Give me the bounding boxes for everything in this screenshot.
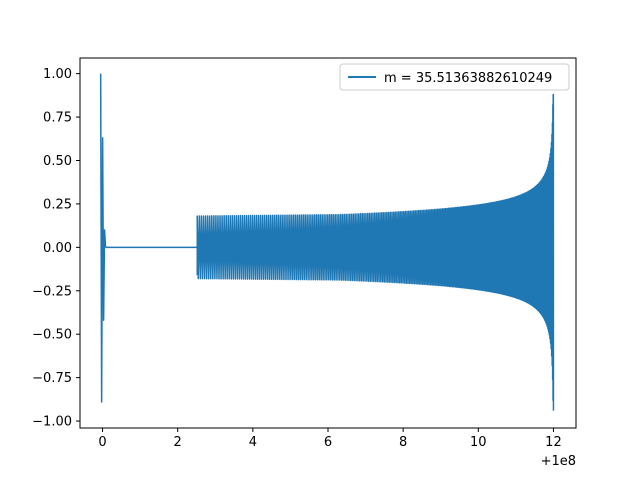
y-tick-label: 0.00: [43, 241, 72, 256]
y-tick-label: −0.25: [32, 284, 72, 299]
x-tick-label: 6: [324, 435, 332, 450]
y-tick-label: −0.75: [32, 371, 72, 386]
y-tick-label: 0.75: [43, 111, 72, 126]
y-tick-label: 0.25: [43, 197, 72, 212]
y-tick-label: 0.50: [43, 154, 72, 169]
x-tick-label: 8: [399, 435, 407, 450]
x-axis: 0 2 4 6 8 10 12: [98, 428, 562, 450]
y-tick-label: −0.50: [32, 328, 72, 343]
y-axis: 1.00 0.75 0.50 0.25 0.00 −0.25 −0.50 −0.75 −1.00: [32, 67, 80, 430]
x-tick-label: 12: [545, 435, 562, 450]
x-tick-label: 0: [98, 435, 106, 450]
legend-box: [339, 63, 570, 91]
y-tick-label: −1.00: [32, 415, 72, 430]
x-axis-offset-label: +1e8: [541, 454, 576, 469]
series-line-burst: [99, 73, 107, 403]
legend: m = 35.51363882610249: [339, 63, 570, 91]
series-layer: [99, 73, 555, 411]
y-tick-label: 1.00: [43, 67, 72, 82]
x-tick-label: 10: [470, 435, 487, 450]
series-line-chirp: [196, 93, 555, 411]
legend-label: m = 35.51363882610249: [384, 71, 552, 86]
x-tick-label: 2: [174, 435, 182, 450]
x-tick-label: 4: [249, 435, 257, 450]
